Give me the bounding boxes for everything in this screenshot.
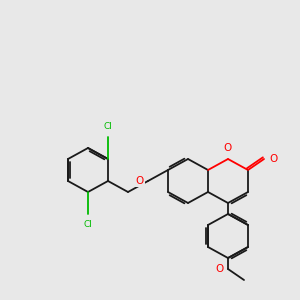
Text: O: O bbox=[136, 176, 144, 186]
Text: O: O bbox=[224, 143, 232, 153]
Text: Cl: Cl bbox=[103, 122, 112, 131]
Text: O: O bbox=[269, 154, 277, 164]
Text: O: O bbox=[216, 264, 224, 274]
Text: Cl: Cl bbox=[84, 220, 92, 229]
